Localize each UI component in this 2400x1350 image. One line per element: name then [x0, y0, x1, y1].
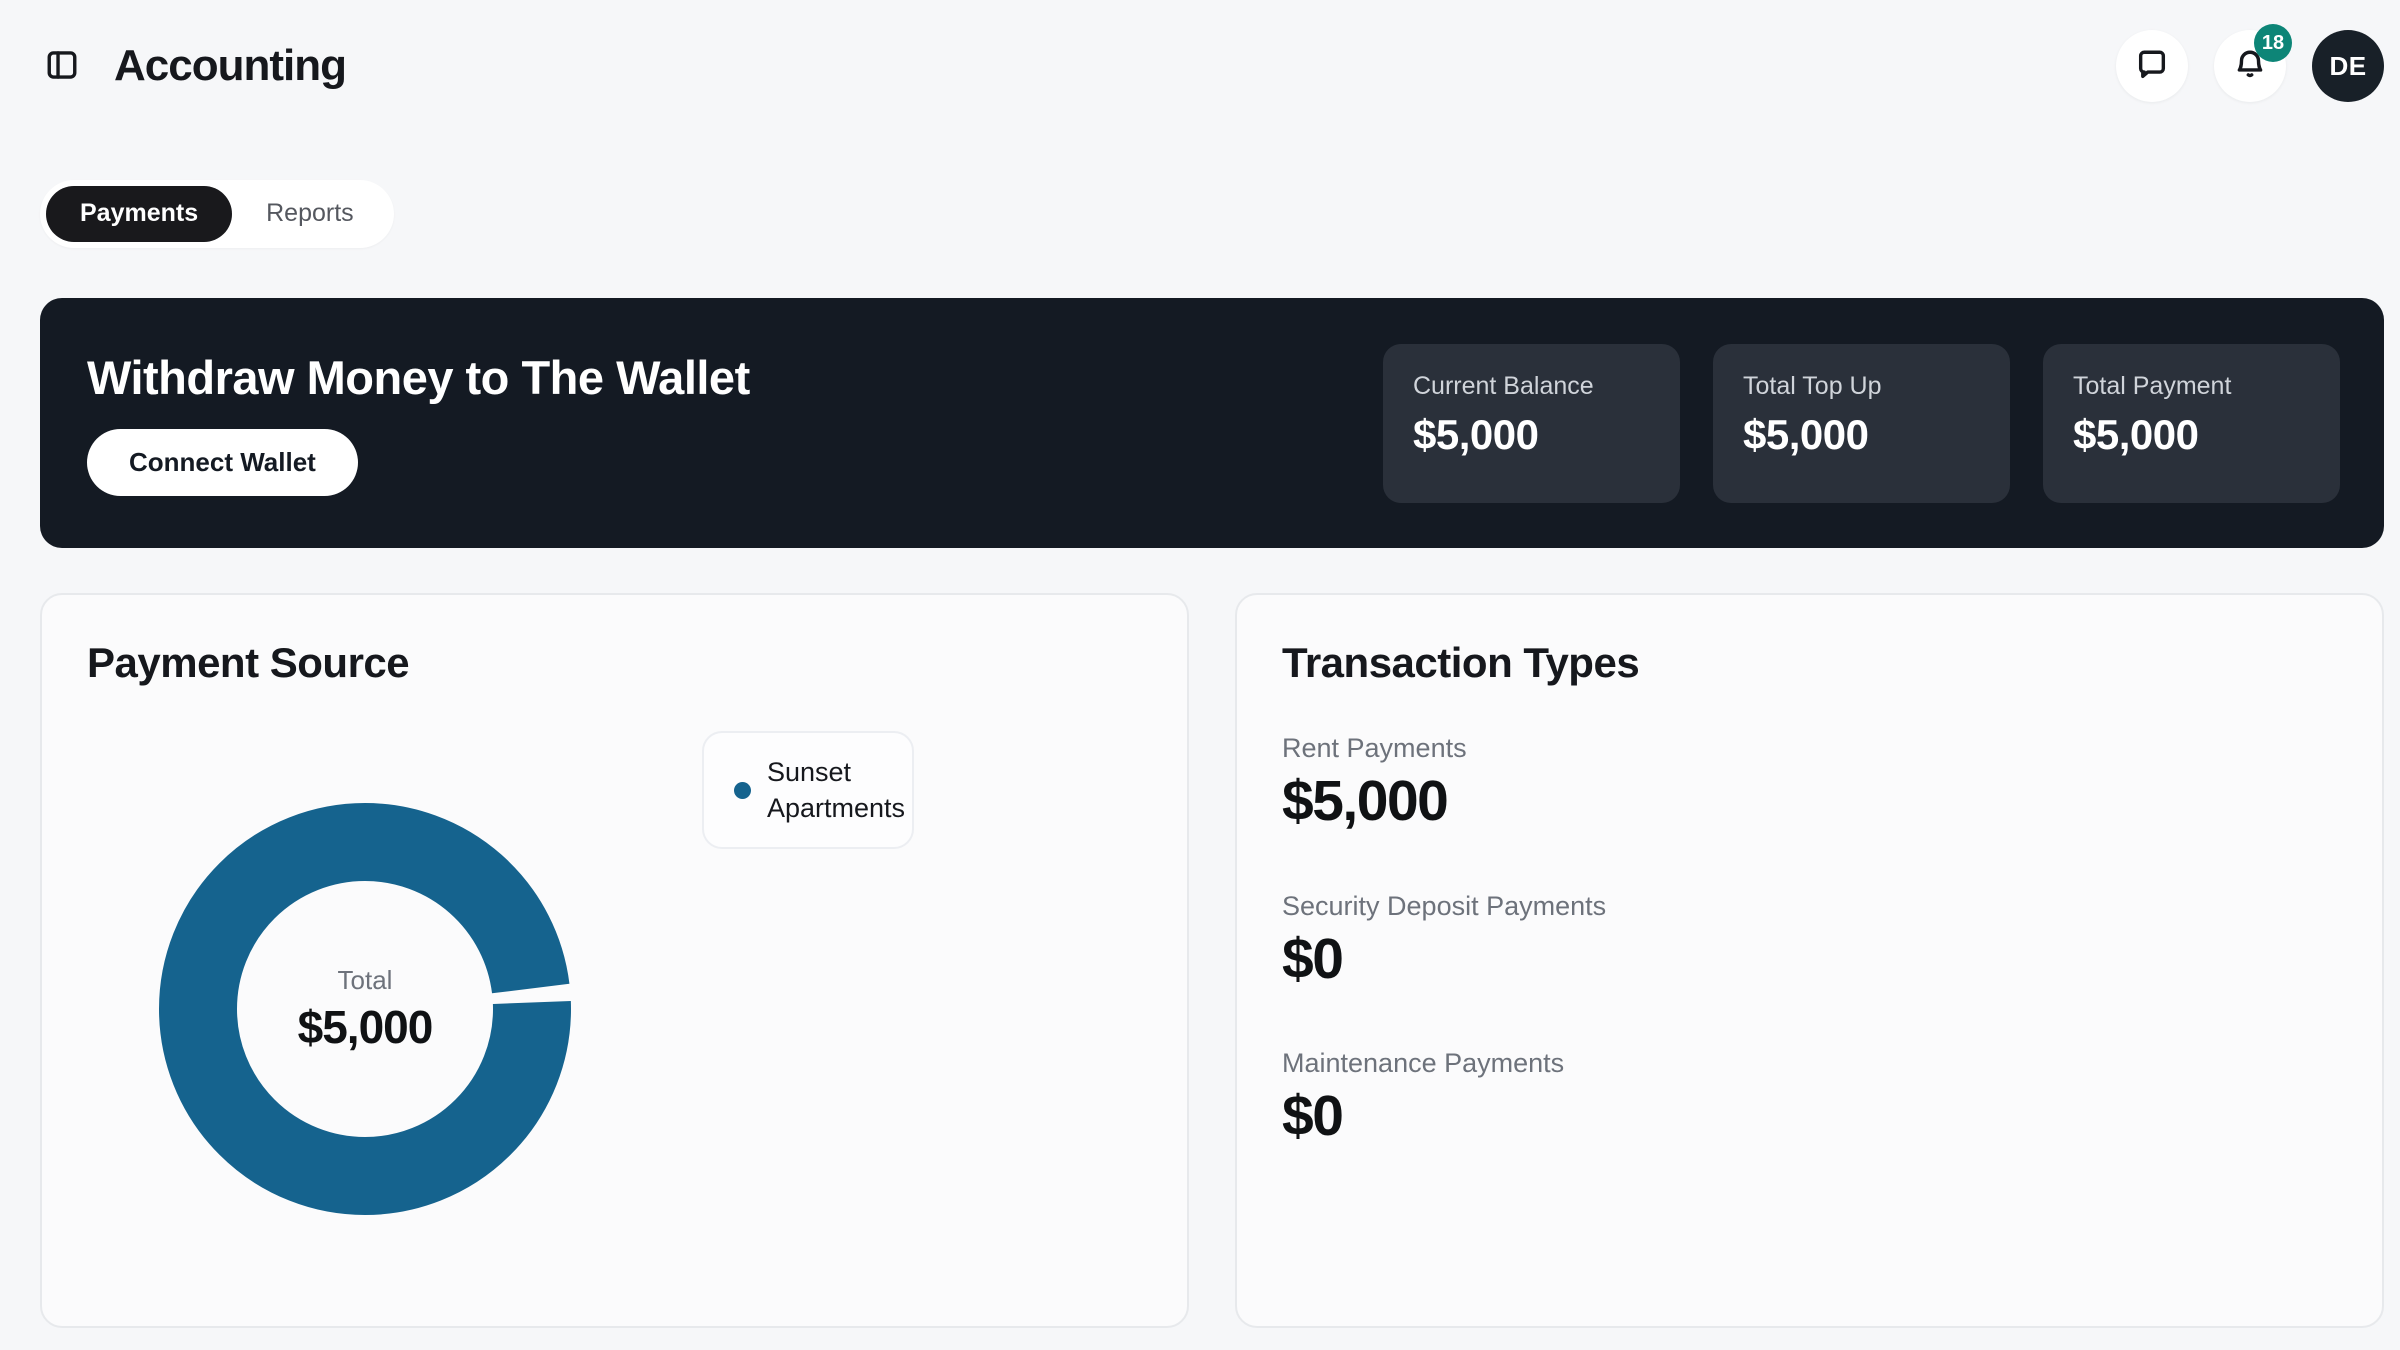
donut-segment-sunset-apartments[interactable]	[159, 803, 571, 1215]
panel-left-icon	[45, 48, 79, 85]
transaction-type-value: $0	[1282, 926, 1344, 991]
donut-total-label: Total	[337, 964, 393, 995]
list-item: Rent Payments $5,000	[1282, 733, 2337, 833]
tab-payments[interactable]: Payments	[46, 186, 233, 242]
tab-reports[interactable]: Reports	[232, 186, 388, 242]
connect-wallet-button[interactable]: Connect Wallet	[87, 428, 358, 497]
bell-icon	[2233, 48, 2267, 85]
stat-value: $5,000	[1743, 410, 1869, 458]
transaction-type-value: $5,000	[1282, 769, 1449, 833]
donut-total-value: $5,000	[297, 1000, 434, 1053]
transaction-types-title: Transaction Types	[1282, 639, 1640, 686]
stat-label: Total Payment	[2073, 371, 2232, 400]
tab-bar: Payments Reports	[40, 180, 394, 248]
sidebar-toggle-button[interactable]	[40, 44, 84, 88]
donut-center-label: Total $5,000	[159, 803, 571, 1215]
notification-count-badge: 18	[2254, 24, 2292, 62]
transaction-type-label: Rent Payments	[1282, 733, 1467, 763]
chat-button[interactable]	[2116, 30, 2188, 102]
payment-source-title: Payment Source	[87, 639, 410, 686]
legend-item-sunset-apartments[interactable]: Sunset Apartments	[702, 731, 914, 849]
page-title: Accounting	[114, 41, 347, 90]
stat-total-payment: Total Payment $5,000	[2043, 343, 2340, 503]
donut-chart: Total $5,000	[159, 803, 571, 1215]
stat-label: Current Balance	[1413, 371, 1594, 400]
list-item: Security Deposit Payments $0	[1282, 891, 2337, 991]
transaction-type-value: $0	[1282, 1084, 1344, 1149]
transaction-type-label: Maintenance Payments	[1282, 1048, 1565, 1079]
header-actions: 18 DE	[2116, 24, 2384, 102]
balance-stats: Current Balance $5,000 Total Top Up $5,0…	[1383, 343, 2340, 503]
transaction-types-card: Transaction Types Rent Payments $5,000 S…	[1235, 593, 2384, 1328]
notifications-button[interactable]: 18	[2214, 24, 2292, 102]
transaction-type-list: Rent Payments $5,000 Security Deposit Pa…	[1282, 733, 2337, 1148]
list-item: Maintenance Payments $0	[1282, 1048, 2337, 1148]
wallet-banner-left: Withdraw Money to The Wallet Connect Wal…	[87, 350, 750, 497]
wallet-banner: Withdraw Money to The Wallet Connect Wal…	[40, 298, 2384, 548]
avatar[interactable]: DE	[2312, 30, 2384, 102]
header: Accounting 18 DE	[40, 24, 2384, 108]
legend-label: Sunset Apartments	[767, 756, 906, 823]
banner-title: Withdraw Money to The Wallet	[87, 350, 750, 404]
chat-bubble-icon	[2135, 48, 2169, 85]
transaction-type-label: Security Deposit Payments	[1282, 890, 1607, 921]
stat-value: $5,000	[1413, 410, 1539, 458]
stat-current-balance: Current Balance $5,000	[1383, 343, 1680, 503]
main-content: Payment Source Total $5,000 Sunset Apart…	[40, 593, 2384, 1328]
stat-total-top-up: Total Top Up $5,000	[1713, 343, 2010, 503]
stat-value: $5,000	[2073, 410, 2199, 458]
stat-label: Total Top Up	[1743, 371, 1882, 400]
legend-dot	[734, 781, 751, 799]
payment-source-card: Payment Source Total $5,000 Sunset Apart…	[40, 593, 1189, 1328]
